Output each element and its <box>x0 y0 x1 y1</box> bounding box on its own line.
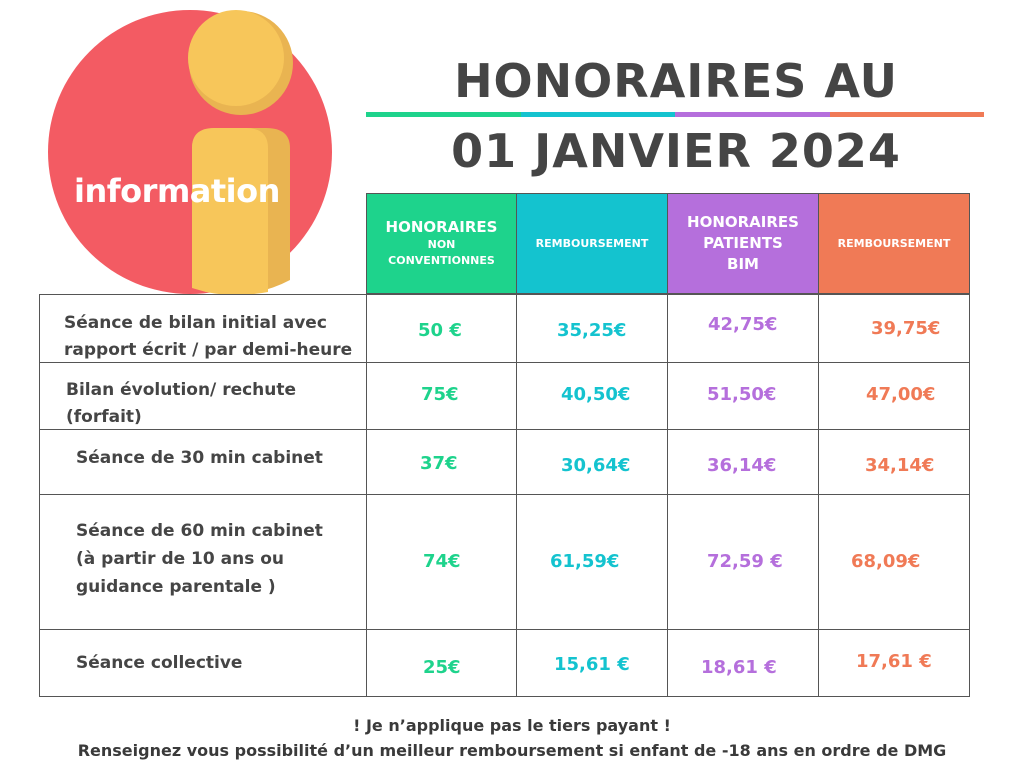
value-honoraires: 25€ <box>423 657 461 678</box>
value-remboursement: 35,25€ <box>557 320 627 341</box>
row-divider <box>39 362 970 363</box>
header-col4-line1: REMBOURSEMENT <box>837 236 951 250</box>
information-logo <box>48 10 332 295</box>
col-divider <box>818 294 819 697</box>
value-remboursement-bim: 34,14€ <box>865 455 935 476</box>
header-col3-line1: HONORAIRES <box>687 213 799 231</box>
page-title-line1: HONORAIRES AU <box>454 54 898 108</box>
value-remboursement-bim: 68,09€ <box>851 551 921 572</box>
row-label: Séance de 30 min cabinet <box>76 448 323 468</box>
col-divider <box>366 294 367 697</box>
table-border-top <box>39 294 970 295</box>
header-col3-line3: BIM <box>727 255 759 273</box>
header-col1-line3: CONVENTIONNES <box>388 254 495 267</box>
value-remboursement-bim: 17,61 € <box>856 651 932 672</box>
row-divider <box>39 629 970 630</box>
value-remboursement-bim: 39,75€ <box>871 318 941 339</box>
row-label: (forfait) <box>66 407 142 427</box>
page-title-line2: 01 JANVIER 2024 <box>451 124 901 178</box>
header-col3-line2: PATIENTS <box>703 234 783 252</box>
logo-dot <box>188 10 284 106</box>
row-label: Séance collective <box>76 653 243 673</box>
row-label: Séance de 60 min cabinet <box>76 521 323 541</box>
header-honoraires-patients-bim: HONORAIRES PATIENTS BIM <box>667 193 819 294</box>
value-honoraires: 50 € <box>418 320 462 341</box>
value-remboursement-bim: 47,00€ <box>866 384 936 405</box>
value-honoraires-bim: 72,59 € <box>707 551 783 572</box>
row-label: guidance parentale ) <box>76 577 276 597</box>
value-honoraires: 37€ <box>420 453 458 474</box>
footer-info: Renseignez vous possibilité d’un meilleu… <box>77 741 947 760</box>
logo-stem <box>192 128 268 295</box>
row-divider <box>39 494 970 495</box>
header-honoraires-non-conventionnes: HONORAIRES NON CONVENTIONNES <box>366 193 517 294</box>
footer-notice: ! Je n’applique pas le tiers payant ! <box>353 716 671 735</box>
table-border-bottom <box>39 696 970 697</box>
header-col1-line2: NON <box>427 238 456 251</box>
value-honoraires-bim: 42,75€ <box>708 314 778 335</box>
row-label: Bilan évolution/ rechute <box>66 380 297 400</box>
row-divider <box>39 429 970 430</box>
col-divider <box>667 294 668 697</box>
title-divider <box>366 112 984 117</box>
value-remboursement: 61,59€ <box>550 551 620 572</box>
value-remboursement: 40,50€ <box>561 384 631 405</box>
value-honoraires: 74€ <box>423 551 461 572</box>
row-label: Séance de bilan initial avec <box>64 313 327 333</box>
value-honoraires-bim: 36,14€ <box>707 455 777 476</box>
col-divider <box>516 294 517 697</box>
header-col1-line1: HONORAIRES <box>385 218 498 236</box>
col-divider <box>39 294 40 697</box>
col-divider <box>969 294 970 697</box>
header-remboursement-1: REMBOURSEMENT <box>516 193 668 294</box>
value-honoraires-bim: 51,50€ <box>707 384 777 405</box>
value-remboursement: 15,61 € <box>554 654 630 675</box>
row-label: rapport écrit / par demi-heure <box>64 340 353 360</box>
value-honoraires-bim: 18,61 € <box>701 657 777 678</box>
value-honoraires: 75€ <box>421 384 459 405</box>
header-col2-line1: REMBOURSEMENT <box>535 236 649 250</box>
row-label: (à partir de 10 ans ou <box>76 549 285 569</box>
header-remboursement-2: REMBOURSEMENT <box>818 193 970 294</box>
logo-text: information <box>74 172 280 210</box>
value-remboursement: 30,64€ <box>561 455 631 476</box>
